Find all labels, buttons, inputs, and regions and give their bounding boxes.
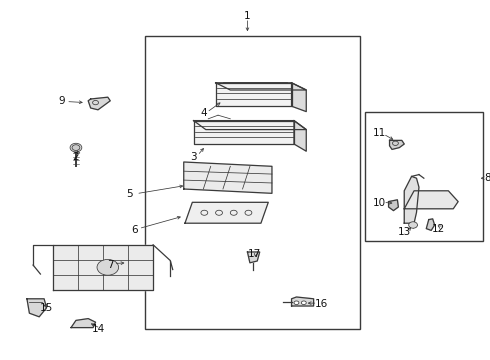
Text: 16: 16	[314, 299, 328, 309]
Text: 10: 10	[373, 198, 386, 208]
Circle shape	[301, 301, 306, 305]
Polygon shape	[216, 83, 292, 106]
Polygon shape	[292, 83, 306, 112]
Polygon shape	[404, 176, 419, 223]
Polygon shape	[27, 299, 47, 317]
Text: 1: 1	[244, 11, 251, 21]
Polygon shape	[404, 191, 458, 209]
Text: 15: 15	[40, 303, 53, 313]
Polygon shape	[247, 252, 260, 263]
Bar	[145, 36, 360, 329]
Text: 3: 3	[190, 152, 197, 162]
Circle shape	[97, 259, 119, 275]
Bar	[365, 112, 483, 241]
Text: 13: 13	[397, 227, 411, 237]
Polygon shape	[390, 140, 404, 149]
Polygon shape	[194, 121, 294, 144]
Polygon shape	[184, 162, 272, 193]
Polygon shape	[194, 121, 306, 130]
Text: 6: 6	[131, 225, 138, 235]
Polygon shape	[426, 219, 435, 230]
Text: 9: 9	[58, 96, 65, 106]
Text: 5: 5	[126, 189, 133, 199]
Circle shape	[294, 301, 299, 305]
Polygon shape	[216, 83, 306, 90]
Text: 2: 2	[73, 152, 79, 162]
Text: 4: 4	[200, 108, 207, 118]
Text: 7: 7	[107, 260, 114, 270]
Polygon shape	[88, 97, 110, 110]
Circle shape	[70, 143, 82, 152]
Text: 12: 12	[432, 224, 445, 234]
Polygon shape	[292, 297, 314, 306]
Text: 8: 8	[484, 173, 490, 183]
Circle shape	[409, 222, 417, 228]
Text: 14: 14	[91, 324, 105, 334]
Polygon shape	[389, 200, 398, 211]
Polygon shape	[185, 202, 269, 223]
Circle shape	[72, 145, 80, 150]
Polygon shape	[53, 245, 153, 290]
Polygon shape	[71, 319, 96, 328]
Text: 11: 11	[373, 128, 387, 138]
Text: 17: 17	[248, 249, 262, 259]
Polygon shape	[294, 121, 306, 151]
